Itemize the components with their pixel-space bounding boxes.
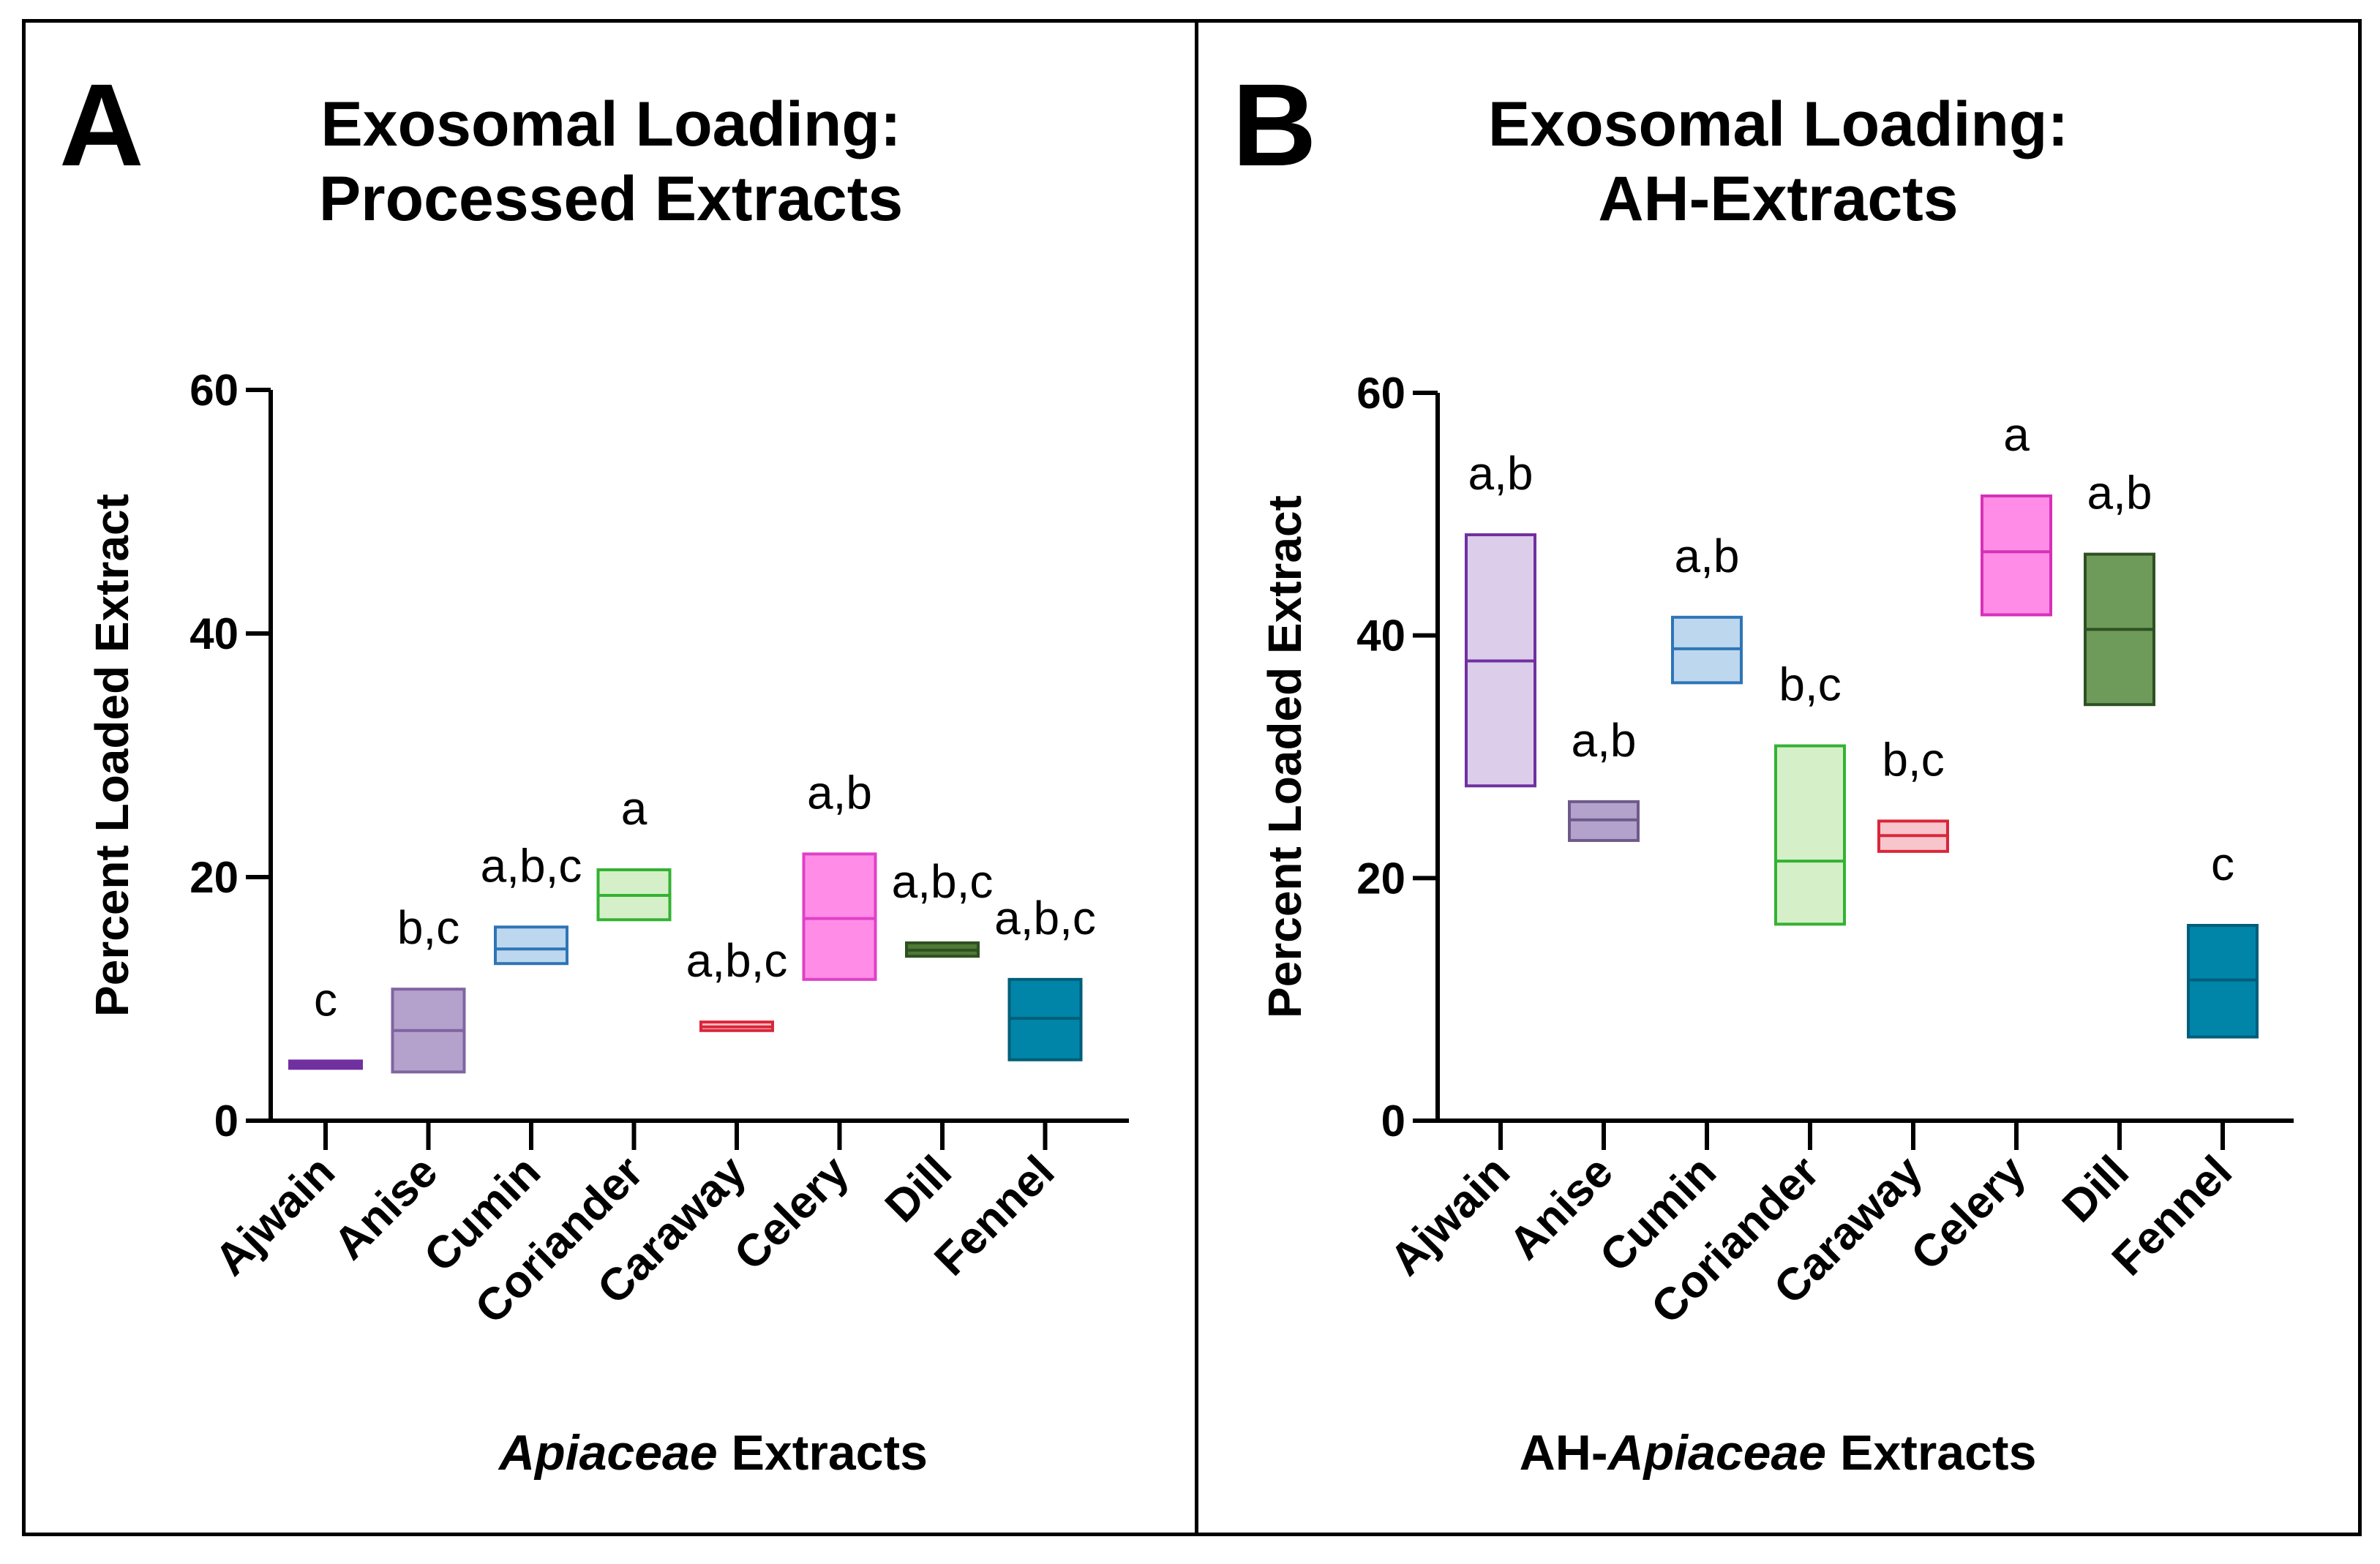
x-tick-label: Ajwain (1381, 1146, 1520, 1285)
significance-letters-celery: a,b (807, 766, 872, 819)
box-cumin (494, 925, 568, 966)
y-tick-label: 20 (189, 853, 239, 902)
chart-title-a-line-1: Exosomal Loading: (320, 89, 901, 159)
panel-letter-b: B (1232, 59, 1317, 190)
y-tick-label: 20 (1356, 854, 1405, 903)
significance-letters-cumin: a,b,c (481, 839, 582, 892)
y-tick-label: 0 (1381, 1097, 1405, 1146)
x-axis-label-b-italic: Apiaceae (1607, 1425, 1827, 1481)
y-tick-label: 60 (1356, 369, 1405, 418)
x-axis-label-a-italic: Apiaceae (499, 1425, 718, 1481)
chart-title-b-line-2: AH-Extracts (1598, 164, 1959, 234)
box-celery (802, 852, 877, 981)
significance-letters-anise: b,c (397, 901, 459, 954)
x-axis-label-b-pre: AH- (1519, 1425, 1608, 1481)
significance-letters-fennel: c (2211, 838, 2234, 890)
x-tick-label: Celery (725, 1146, 859, 1280)
significance-letters-fennel: a,b,c (994, 892, 1096, 944)
significance-letters-cumin: a,b (1675, 530, 1740, 582)
y-tick-label: 60 (189, 366, 239, 415)
box-celery (1981, 494, 2052, 617)
significance-letters-caraway: a,b,c (686, 934, 788, 987)
significance-letters-coriander: a (621, 782, 647, 835)
chart-title-a: Exosomal Loading: Processed Extracts (26, 87, 1196, 236)
y-axis-label: Percent Loaded Extract (86, 494, 138, 1017)
significance-letters-caraway: b,c (1882, 733, 1944, 786)
panel-a: A Exosomal Loading: Processed Extracts 0… (22, 19, 1198, 1536)
x-axis-label-a: Apiaceae Extracts (348, 1424, 1079, 1481)
x-axis-label-a-rest: Extracts (717, 1425, 928, 1481)
x-tick-label: Dill (2053, 1146, 2139, 1232)
x-axis-label-b: AH-Apiaceae Extracts (1412, 1424, 2144, 1481)
y-axis-label: Percent Loaded Extract (1258, 495, 1311, 1018)
chart-title-a-line-2: Processed Extracts (318, 164, 904, 234)
box-coriander (1774, 744, 1846, 926)
significance-letters-ajwain: a,b (1468, 447, 1534, 500)
significance-letters-celery: a (2003, 408, 2030, 461)
x-tick-label: Ajwain (206, 1146, 345, 1285)
y-tick-label: 40 (189, 609, 239, 658)
significance-letters-ajwain: c (314, 973, 337, 1026)
y-tick-label: 0 (214, 1097, 239, 1146)
significance-letters-dill: a,b,c (892, 855, 994, 908)
x-axis-label-b-rest: Extracts (1826, 1425, 2037, 1481)
significance-letters-coriander: b,c (1779, 658, 1841, 711)
panel-b: B Exosomal Loading: AH-Extracts 0 20 40 60 P… (1195, 19, 2362, 1536)
significance-letters-anise: a,b (1572, 714, 1637, 767)
x-tick-label: Celery (1902, 1146, 2035, 1280)
y-tick-label: 40 (1356, 612, 1405, 661)
chart-title-b-line-1: Exosomal Loading: (1487, 89, 2069, 159)
panel-letter-a: A (59, 59, 144, 190)
x-tick-label: Dill (876, 1146, 961, 1232)
chart-title-b: Exosomal Loading: AH-Extracts (1198, 87, 2358, 236)
significance-letters-dill: a,b (2087, 467, 2152, 519)
